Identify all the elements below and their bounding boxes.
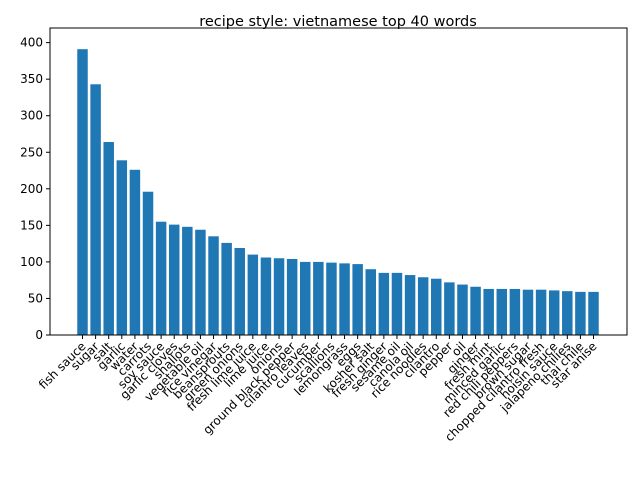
bar: [90, 84, 101, 336]
bar: [431, 278, 442, 335]
y-tick-label: 0: [35, 328, 43, 342]
bar: [168, 224, 180, 335]
y-tick-label: 50: [28, 291, 43, 305]
bar: [483, 288, 494, 335]
bar: [273, 258, 285, 335]
bar: [286, 258, 298, 335]
y-tick-label: 250: [20, 145, 43, 159]
bar: [522, 289, 534, 335]
y-tick-label: 350: [20, 72, 43, 86]
bar: [588, 291, 599, 335]
bar: [208, 236, 219, 335]
bar: [444, 282, 455, 335]
bar: [391, 272, 403, 335]
y-tick-label: 300: [20, 109, 43, 123]
x-axis: fish saucesugarsaltgarlicwatercarrotssoy…: [36, 335, 600, 444]
bar: [313, 261, 324, 335]
y-tick-label: 100: [20, 255, 43, 269]
bar: [103, 142, 114, 335]
bar: [77, 49, 88, 335]
bar: [221, 242, 232, 335]
bar: [509, 288, 521, 335]
bars: [77, 49, 599, 336]
y-tick-label: 200: [20, 182, 43, 196]
y-axis: 0 50 100 150 200 250 300 350 400: [20, 36, 50, 342]
bar: [457, 284, 468, 335]
plot-frame: [49, 27, 628, 336]
bar: [155, 221, 167, 335]
bar: [247, 254, 259, 335]
bar: [195, 229, 206, 335]
bar: [417, 277, 429, 335]
bar: [365, 269, 376, 335]
bar: [339, 263, 350, 335]
bar: [470, 286, 481, 335]
bar: [300, 261, 311, 335]
y-tick-label: 400: [20, 36, 43, 50]
bar: [378, 272, 390, 335]
bar: [404, 275, 416, 335]
bar: [548, 290, 560, 335]
bar: [182, 226, 193, 335]
bar: [116, 160, 128, 335]
bar: [260, 257, 272, 335]
bar: [352, 264, 363, 335]
y-tick-label: 150: [20, 218, 43, 232]
bar: [562, 291, 573, 335]
bar: [535, 289, 547, 335]
bar: [326, 262, 337, 335]
chart-title: recipe style: vietnamese top 40 words: [199, 14, 477, 30]
bar: [129, 169, 141, 335]
bar: [142, 191, 154, 335]
bar: [575, 291, 586, 335]
bar: [234, 248, 245, 335]
bar: [496, 288, 508, 335]
